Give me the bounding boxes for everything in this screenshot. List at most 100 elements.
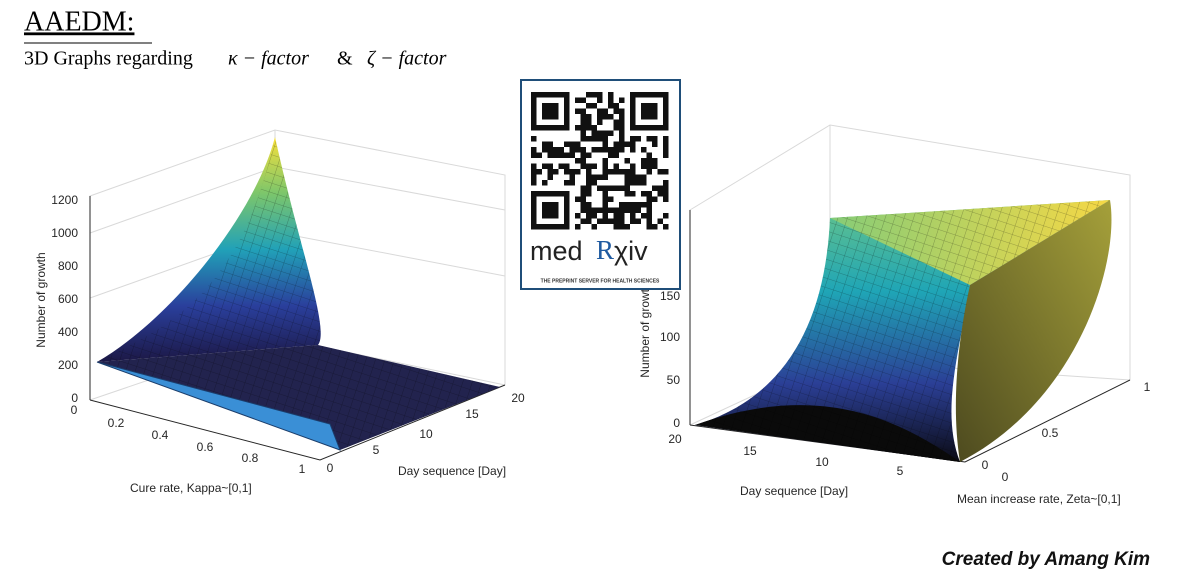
qr-cell: [586, 202, 592, 208]
qr-cell: [608, 103, 614, 109]
qr-cell: [663, 224, 669, 230]
left-x-tick: 0.6: [197, 440, 214, 454]
left-x-label: Cure rate, Kappa~[0,1]: [130, 481, 252, 495]
qr-cell: [613, 108, 619, 114]
qr-cell: [663, 191, 669, 197]
qr-cell: [663, 152, 669, 158]
left-y-tick: 20: [511, 391, 525, 405]
qr-cell: [630, 141, 636, 147]
qr-cell: [608, 185, 614, 191]
qr-cell: [657, 191, 663, 197]
left-y-label: Day sequence [Day]: [398, 464, 506, 478]
qr-finder: [542, 202, 559, 219]
left-z-tick: 0: [71, 391, 78, 405]
qr-cell: [646, 213, 652, 219]
qr-cell: [624, 158, 630, 164]
qr-cell: [613, 185, 619, 191]
qr-cell: [580, 147, 586, 153]
qr-cell: [641, 147, 647, 153]
qr-cell: [553, 152, 559, 158]
qr-cell: [624, 185, 630, 191]
qr-cell: [630, 207, 636, 213]
qr-cell: [608, 114, 614, 120]
right-x-tick: 10: [815, 455, 829, 469]
qr-cell: [624, 180, 630, 186]
left-z-tick: 600: [58, 292, 78, 306]
qr-cell: [652, 141, 658, 147]
qr-cell: [630, 180, 636, 186]
qr-cell: [586, 103, 592, 109]
qr-cell: [619, 202, 625, 208]
left-x-tick: 0.8: [242, 451, 259, 465]
qr-cell: [547, 174, 553, 180]
qr-cell: [531, 147, 537, 153]
qr-cell: [564, 180, 570, 186]
qr-cell: [542, 163, 548, 169]
left-axes: [89, 129, 506, 461]
qr-cell: [630, 191, 636, 197]
qr-cell: [619, 185, 625, 191]
qr-cell: [641, 202, 647, 208]
qr-cell: [619, 130, 625, 136]
ampersand: &: [337, 48, 353, 70]
qr-cell: [558, 147, 564, 153]
qr-cell: [624, 174, 630, 180]
qr-cell: [613, 119, 619, 125]
qr-cell: [602, 114, 608, 120]
qr-cell: [531, 152, 537, 158]
qr-cell: [580, 125, 586, 131]
qr-cell: [569, 180, 575, 186]
qr-cell: [635, 180, 641, 186]
qr-cell: [580, 114, 586, 120]
qr-cell: [646, 163, 652, 169]
qr-cell: [569, 141, 575, 147]
qr-cell: [580, 191, 586, 197]
qr-cell: [591, 130, 597, 136]
qr-cell: [663, 180, 669, 186]
right-x-tick: 15: [743, 444, 757, 458]
qr-cell: [547, 163, 553, 169]
surface-right-mesh: [695, 200, 1110, 462]
qr-cell: [641, 180, 647, 186]
qr-cell: [586, 136, 592, 142]
surface-left-side: [96, 361, 341, 451]
left-x-tick: 0.4: [152, 428, 169, 442]
qr-cell: [619, 136, 625, 142]
qr-cell: [569, 174, 575, 180]
qr-cell: [630, 169, 636, 175]
qr-cell: [564, 152, 570, 158]
qr-cell: [663, 196, 669, 202]
qr-cell: [553, 169, 559, 175]
qr-cell: [597, 130, 603, 136]
qr-cell: [602, 207, 608, 213]
qr-cell: [597, 119, 603, 125]
qr-cell: [580, 218, 586, 224]
right-x-tick: 20: [668, 432, 682, 446]
qr-cell: [580, 152, 586, 158]
qr-cell: [575, 108, 581, 114]
qr-cell: [619, 141, 625, 147]
qr-cell: [652, 185, 658, 191]
qr-cell: [641, 213, 647, 219]
qr-cell: [646, 207, 652, 213]
qr-cell: [630, 136, 636, 142]
qr-cell: [646, 202, 652, 208]
qr-cell: [613, 103, 619, 109]
qr-cell: [531, 163, 537, 169]
qr-cell: [586, 174, 592, 180]
left-z-tick: 1200: [51, 193, 78, 207]
left-z-label: Number of growth: [34, 252, 48, 347]
qr-cell: [613, 224, 619, 230]
qr-cell: [635, 218, 641, 224]
qr-cell: [619, 224, 625, 230]
qr-cell: [630, 218, 636, 224]
qr-cell: [597, 108, 603, 114]
right-x-tick: 0: [982, 458, 989, 472]
qr-cell: [586, 180, 592, 186]
qr-cell: [575, 141, 581, 147]
qr-cell: [586, 185, 592, 191]
qr-cell: [575, 97, 581, 103]
qr-cell: [646, 218, 652, 224]
qr-cell: [608, 97, 614, 103]
qr-cell: [663, 185, 669, 191]
